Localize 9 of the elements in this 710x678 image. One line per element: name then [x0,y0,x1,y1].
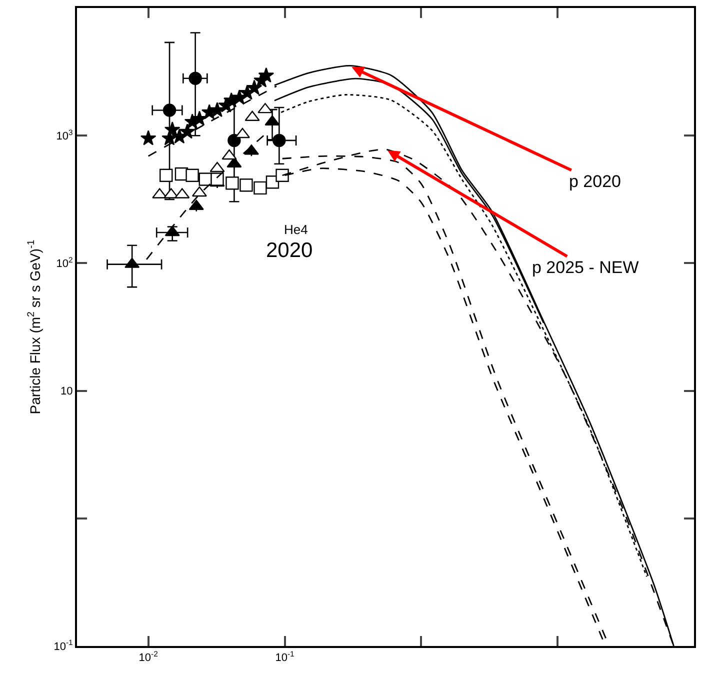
y-tick-label: 10$^{-1}$ [54,638,73,653]
annotation: p 2020 [569,172,621,191]
y-tick-label: 10 [60,386,73,398]
x-tick-label: 10$^{-2}$ [138,650,158,664]
y-tick-label: 10$^{2}$ [56,255,73,270]
y-tick-label: 10$^{3}$ [56,128,73,142]
annotation: He4 [284,222,308,237]
annotation: p 2025 - NEW [532,258,639,277]
annotation: 2020 [266,239,313,262]
